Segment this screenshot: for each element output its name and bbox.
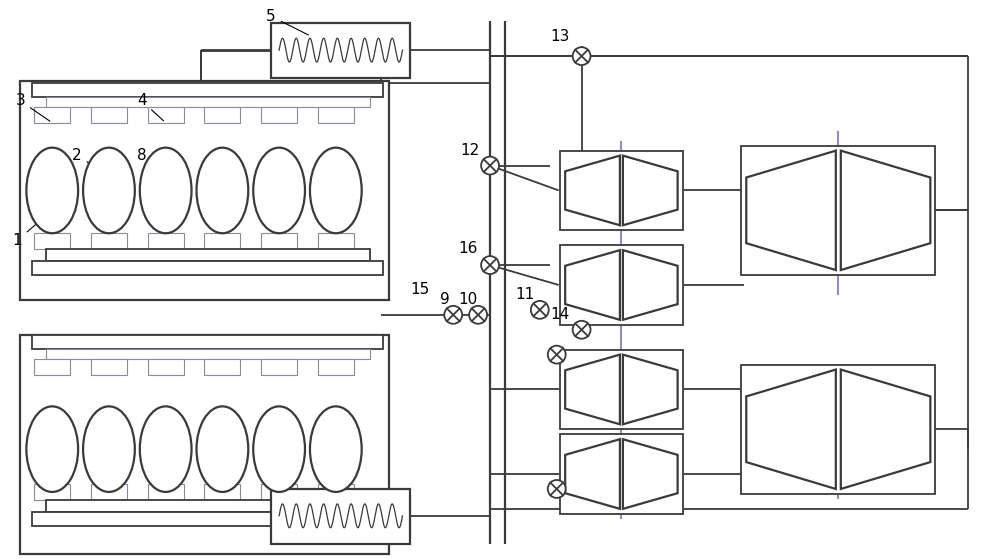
Circle shape	[573, 321, 591, 339]
Bar	[271, 23, 410, 78]
Bar	[261, 233, 297, 249]
Circle shape	[481, 256, 499, 274]
Bar	[271, 489, 410, 544]
Text: 11: 11	[515, 287, 535, 302]
Bar	[318, 107, 354, 123]
Ellipse shape	[26, 406, 78, 492]
Text: 14: 14	[550, 307, 569, 323]
Text: 15: 15	[411, 282, 430, 297]
Bar	[20, 335, 389, 553]
Bar	[204, 484, 240, 500]
Bar	[32, 261, 383, 275]
Bar	[261, 484, 297, 500]
Circle shape	[481, 157, 499, 174]
Text: 9: 9	[440, 292, 450, 307]
Bar	[148, 359, 184, 375]
Text: 5: 5	[266, 9, 308, 35]
Polygon shape	[565, 155, 620, 225]
Text: 8: 8	[137, 148, 164, 174]
Bar	[148, 484, 184, 500]
Ellipse shape	[83, 406, 135, 492]
Text: 6: 6	[641, 267, 674, 297]
Text: 13: 13	[550, 29, 569, 44]
Polygon shape	[565, 439, 620, 509]
Bar	[204, 233, 240, 249]
Circle shape	[531, 301, 549, 319]
Bar	[32, 335, 383, 349]
Ellipse shape	[83, 148, 135, 233]
Polygon shape	[746, 150, 836, 270]
Circle shape	[573, 47, 591, 65]
Bar	[91, 359, 127, 375]
Polygon shape	[623, 155, 678, 225]
Bar	[148, 107, 184, 123]
Bar	[34, 233, 70, 249]
Text: 16: 16	[458, 241, 478, 255]
Text: 2: 2	[72, 148, 107, 174]
Bar	[741, 146, 935, 275]
Text: 1: 1	[13, 212, 50, 248]
Ellipse shape	[197, 148, 248, 233]
Bar	[204, 359, 240, 375]
Ellipse shape	[197, 406, 248, 492]
Bar	[34, 359, 70, 375]
Ellipse shape	[310, 148, 362, 233]
Bar	[204, 107, 240, 123]
Text: 10: 10	[459, 292, 478, 307]
Polygon shape	[623, 250, 678, 320]
Ellipse shape	[310, 406, 362, 492]
Bar	[34, 484, 70, 500]
Ellipse shape	[253, 148, 305, 233]
Bar	[46, 97, 370, 107]
Text: 3: 3	[16, 93, 50, 121]
Ellipse shape	[26, 148, 78, 233]
Bar	[560, 150, 683, 230]
Bar	[318, 359, 354, 375]
Bar	[560, 434, 683, 514]
Polygon shape	[623, 439, 678, 509]
Bar	[32, 83, 383, 97]
Bar	[148, 233, 184, 249]
Bar	[32, 512, 383, 526]
Polygon shape	[841, 369, 930, 489]
Polygon shape	[565, 250, 620, 320]
Bar	[46, 500, 370, 512]
Text: 4: 4	[137, 93, 164, 121]
Ellipse shape	[253, 406, 305, 492]
Ellipse shape	[140, 148, 192, 233]
Ellipse shape	[140, 406, 192, 492]
Bar	[318, 484, 354, 500]
Bar	[46, 349, 370, 359]
Polygon shape	[841, 150, 930, 270]
Bar	[91, 233, 127, 249]
Circle shape	[444, 306, 462, 324]
Bar	[261, 107, 297, 123]
Circle shape	[548, 345, 566, 363]
Bar	[560, 349, 683, 429]
Circle shape	[469, 306, 487, 324]
Polygon shape	[565, 354, 620, 424]
Polygon shape	[623, 354, 678, 424]
Bar	[741, 364, 935, 494]
Bar	[91, 107, 127, 123]
Bar	[318, 233, 354, 249]
Polygon shape	[746, 369, 836, 489]
Text: 7: 7	[861, 178, 903, 200]
Bar	[91, 484, 127, 500]
Bar	[20, 81, 389, 300]
Bar	[560, 245, 683, 325]
Circle shape	[548, 480, 566, 498]
Bar	[46, 249, 370, 261]
Text: 12: 12	[461, 143, 480, 158]
Bar	[34, 107, 70, 123]
Bar	[261, 359, 297, 375]
